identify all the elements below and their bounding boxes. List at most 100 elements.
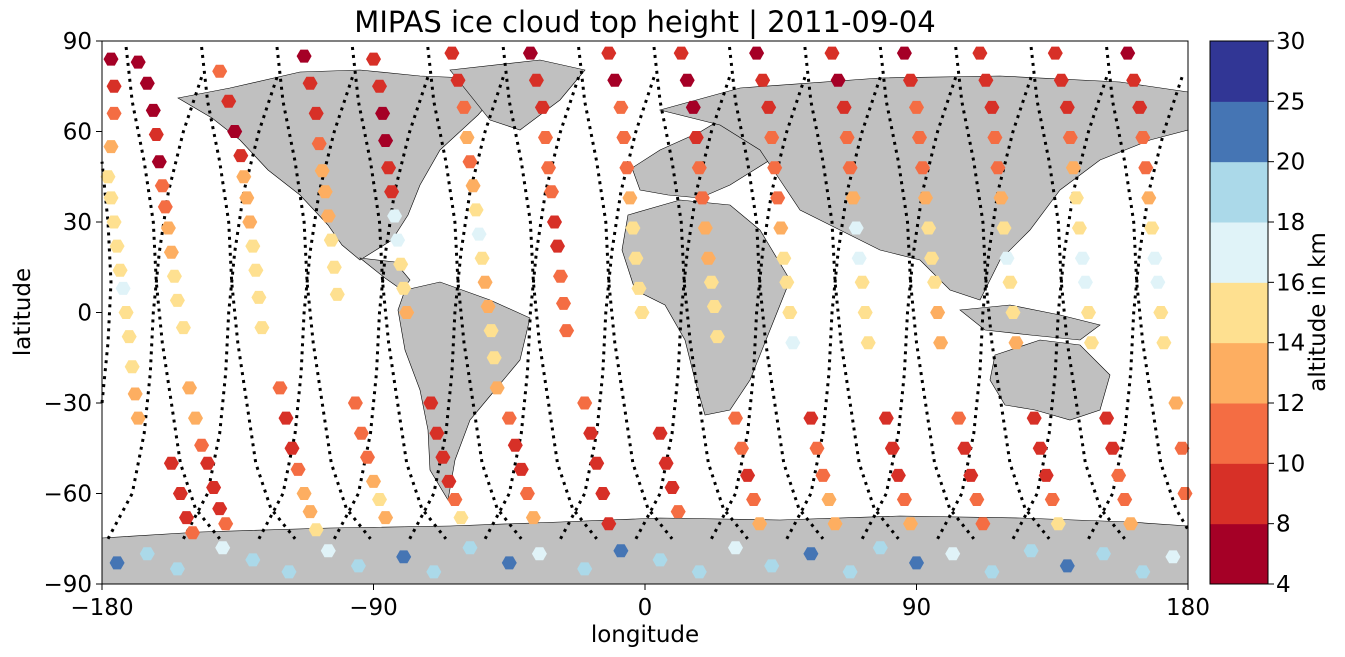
cloud-point-104 bbox=[507, 438, 523, 452]
cloud-point-211 bbox=[1005, 306, 1021, 319]
cloud-point-108 bbox=[522, 46, 538, 60]
cloud-point-273 bbox=[1023, 544, 1039, 558]
cloud-point-171 bbox=[830, 73, 846, 87]
cloud-point-165 bbox=[803, 411, 819, 425]
cloud-point-70 bbox=[372, 493, 387, 506]
cloud-point-267 bbox=[803, 547, 819, 561]
cloud-point-219 bbox=[1053, 73, 1069, 87]
cloud-point-84 bbox=[429, 426, 445, 440]
cloud-point-262 bbox=[613, 544, 629, 558]
cloud-point-64 bbox=[326, 260, 342, 274]
satellite-tracks bbox=[100, 46, 1190, 540]
cloud-point-217 bbox=[1050, 517, 1066, 531]
cloud-point-247 bbox=[1177, 487, 1193, 500]
cloud-point-183 bbox=[890, 468, 906, 482]
cloud-point-68 bbox=[360, 450, 375, 464]
cloud-point-101 bbox=[486, 351, 502, 365]
colorbar-segment bbox=[1210, 523, 1268, 585]
colorbar-tick-label: 12 bbox=[1276, 391, 1305, 417]
cloud-point-221 bbox=[1062, 131, 1078, 144]
cloud-point-55 bbox=[308, 523, 324, 537]
cloud-point-120 bbox=[583, 426, 599, 440]
cloud-point-174 bbox=[842, 161, 858, 175]
cloud-point-149 bbox=[728, 411, 743, 425]
cloud-point-232 bbox=[1117, 493, 1133, 506]
cloud-point-111 bbox=[538, 131, 553, 144]
cloud-point-98 bbox=[477, 275, 493, 289]
cloud-point-15 bbox=[130, 55, 146, 69]
track-asc-4 bbox=[257, 76, 354, 540]
cloud-point-234 bbox=[1120, 46, 1136, 60]
x-axis-label: longitude bbox=[591, 622, 699, 648]
colorbar-tick-label: 30 bbox=[1276, 29, 1305, 55]
cloud-point-249 bbox=[139, 547, 155, 561]
cloud-point-10 bbox=[118, 306, 134, 319]
cloud-point-30 bbox=[200, 456, 216, 470]
cloud-point-5 bbox=[103, 191, 119, 205]
chart-title: MIPAS ice cloud top height | 2011-09-04 bbox=[354, 5, 935, 39]
cloud-point-119 bbox=[577, 396, 593, 410]
cloud-point-45 bbox=[245, 239, 261, 253]
colorbar-segment bbox=[1210, 41, 1268, 102]
cloud-point-233 bbox=[1123, 517, 1139, 531]
cloud-point-20 bbox=[154, 179, 170, 193]
cloud-point-229 bbox=[1099, 411, 1115, 425]
cloud-point-63 bbox=[323, 233, 339, 247]
cloud-point-99 bbox=[480, 300, 496, 313]
colorbar-frame bbox=[1209, 40, 1269, 585]
cloud-point-228 bbox=[1084, 336, 1099, 350]
cloud-point-231 bbox=[1111, 468, 1127, 482]
cloud-point-163 bbox=[782, 306, 798, 319]
cloud-point-77 bbox=[384, 185, 400, 199]
cloud-point-246 bbox=[1174, 441, 1190, 455]
cloud-point-153 bbox=[752, 517, 768, 531]
cloud-point-237 bbox=[1135, 131, 1151, 144]
cloud-point-62 bbox=[320, 209, 336, 223]
cloud-point-197 bbox=[951, 411, 967, 425]
cloud-point-172 bbox=[836, 100, 852, 114]
map-plot-area bbox=[100, 40, 1193, 585]
cloud-point-176 bbox=[848, 221, 864, 235]
cloud-point-141 bbox=[688, 131, 704, 144]
cloud-point-159 bbox=[770, 191, 786, 205]
cloud-point-208 bbox=[996, 221, 1012, 235]
cloud-point-239 bbox=[1141, 191, 1157, 205]
cloud-point-71 bbox=[378, 511, 394, 525]
cloud-point-137 bbox=[670, 505, 686, 519]
cloud-point-105 bbox=[513, 462, 529, 476]
cloud-point-251 bbox=[215, 541, 231, 555]
cloud-point-34 bbox=[163, 456, 179, 470]
cloud-point-69 bbox=[366, 474, 381, 488]
cloud-point-12 bbox=[124, 360, 140, 374]
cloud-point-43 bbox=[239, 191, 255, 205]
cloud-point-256 bbox=[396, 550, 412, 564]
cloud-point-51 bbox=[284, 441, 300, 455]
cloud-point-168 bbox=[821, 493, 837, 506]
y-axis-label: latitude bbox=[10, 268, 36, 356]
cloud-point-162 bbox=[779, 275, 795, 289]
colorbar-tick-label: 10 bbox=[1276, 451, 1305, 477]
cloud-point-35 bbox=[172, 487, 188, 500]
cloud-point-85 bbox=[435, 450, 451, 464]
cloud-point-131 bbox=[628, 251, 644, 265]
cloud-point-215 bbox=[1038, 468, 1054, 482]
cloud-point-184 bbox=[896, 493, 912, 506]
cloud-point-130 bbox=[625, 221, 641, 235]
cloud-point-25 bbox=[169, 293, 185, 307]
cloud-point-202 bbox=[972, 46, 988, 60]
cloud-point-65 bbox=[329, 287, 345, 301]
greenland bbox=[449, 59, 586, 131]
cloud-point-38 bbox=[212, 64, 228, 78]
cloud-point-236 bbox=[1132, 100, 1148, 114]
cloud-point-4 bbox=[100, 170, 116, 184]
cloud-point-90 bbox=[450, 73, 466, 87]
track-asc-5 bbox=[332, 76, 430, 540]
cloud-point-46 bbox=[248, 263, 264, 277]
colorbar-segment bbox=[1210, 463, 1268, 525]
colorbar: 4 8 10 12 14 16 18 20 25 30 bbox=[1209, 29, 1305, 598]
colorbar-segment bbox=[1210, 222, 1268, 283]
cloud-point-56 bbox=[296, 49, 312, 63]
cloud-point-116 bbox=[553, 269, 568, 283]
cloud-point-185 bbox=[903, 517, 918, 531]
cloud-point-47 bbox=[251, 290, 267, 304]
